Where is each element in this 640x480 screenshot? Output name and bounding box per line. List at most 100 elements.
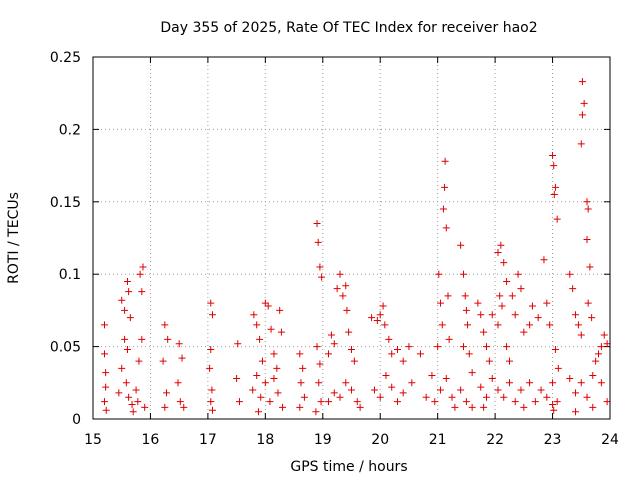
data-point bbox=[554, 364, 562, 372]
data-point bbox=[577, 331, 585, 339]
data-point bbox=[511, 311, 519, 319]
data-point bbox=[497, 241, 505, 249]
data-point bbox=[370, 386, 378, 394]
data-point bbox=[138, 335, 146, 343]
data-point bbox=[595, 350, 603, 358]
data-point bbox=[572, 389, 580, 397]
x-tick-label: 22 bbox=[486, 432, 504, 448]
data-points bbox=[100, 78, 611, 416]
data-point bbox=[342, 379, 350, 387]
data-point bbox=[115, 389, 123, 397]
data-point bbox=[102, 383, 110, 391]
data-point bbox=[176, 398, 184, 406]
data-point bbox=[566, 374, 574, 382]
data-point bbox=[368, 314, 376, 322]
data-point bbox=[572, 311, 580, 319]
data-point bbox=[253, 321, 261, 329]
data-point bbox=[588, 314, 596, 322]
data-point bbox=[141, 403, 149, 411]
data-point bbox=[348, 345, 355, 353]
data-point bbox=[603, 398, 611, 406]
data-point bbox=[435, 270, 443, 278]
data-point bbox=[207, 398, 215, 406]
plot-frame bbox=[92, 56, 611, 420]
data-point bbox=[550, 162, 558, 170]
data-point bbox=[317, 398, 325, 406]
data-point bbox=[353, 398, 361, 406]
data-point bbox=[534, 314, 542, 322]
data-point bbox=[514, 270, 522, 278]
data-point bbox=[234, 340, 242, 348]
data-point bbox=[451, 403, 459, 411]
x-tick-label: 23 bbox=[544, 432, 562, 448]
data-point bbox=[399, 389, 407, 397]
data-point bbox=[468, 403, 476, 411]
data-point bbox=[274, 389, 282, 397]
data-point bbox=[300, 393, 308, 401]
data-point bbox=[457, 241, 465, 249]
data-point bbox=[439, 205, 447, 213]
data-point bbox=[388, 350, 396, 358]
data-point bbox=[592, 357, 600, 365]
data-point bbox=[348, 386, 355, 394]
data-point bbox=[122, 379, 130, 387]
data-point bbox=[496, 292, 504, 300]
data-point bbox=[345, 328, 353, 336]
data-point bbox=[257, 393, 265, 401]
data-point bbox=[327, 331, 335, 339]
data-point bbox=[343, 306, 351, 314]
y-tick-label: 0.25 bbox=[50, 50, 81, 66]
data-point bbox=[279, 403, 287, 411]
data-point bbox=[121, 335, 129, 343]
data-point bbox=[385, 335, 393, 343]
data-point bbox=[330, 389, 338, 397]
data-point bbox=[494, 248, 502, 256]
data-point bbox=[480, 328, 488, 336]
axis-ticks: 15 16 17 18 19 20 21 22 23 24 0 0.05 0.1 0.15 0.2 0.25 bbox=[50, 50, 619, 448]
data-point bbox=[553, 398, 561, 406]
x-tick-label: 19 bbox=[314, 432, 332, 448]
data-point bbox=[339, 292, 347, 300]
data-point bbox=[121, 306, 129, 314]
data-point bbox=[494, 386, 502, 394]
data-point bbox=[488, 374, 496, 382]
data-point bbox=[161, 321, 169, 329]
data-point bbox=[100, 398, 108, 406]
data-point bbox=[325, 398, 333, 406]
data-point bbox=[577, 379, 585, 387]
data-point bbox=[584, 205, 592, 213]
data-point bbox=[264, 302, 272, 310]
data-point bbox=[528, 302, 536, 310]
data-point bbox=[549, 151, 557, 159]
data-point bbox=[480, 403, 488, 411]
data-point bbox=[276, 306, 284, 314]
data-point bbox=[376, 393, 384, 401]
data-point bbox=[586, 263, 594, 271]
data-point bbox=[299, 364, 307, 372]
data-point bbox=[102, 369, 110, 377]
data-point bbox=[431, 398, 439, 406]
data-point bbox=[488, 311, 496, 319]
data-point bbox=[163, 389, 171, 397]
data-point bbox=[517, 285, 525, 293]
data-point bbox=[376, 311, 384, 319]
data-point bbox=[379, 302, 387, 310]
data-point bbox=[500, 259, 508, 267]
data-point bbox=[444, 292, 452, 300]
x-tick-label: 24 bbox=[601, 432, 619, 448]
data-point bbox=[161, 403, 169, 411]
data-point bbox=[318, 273, 326, 281]
data-point bbox=[448, 393, 456, 401]
data-point bbox=[393, 345, 401, 353]
x-tick-label: 17 bbox=[199, 432, 217, 448]
data-point bbox=[465, 350, 473, 358]
data-point bbox=[503, 277, 511, 285]
data-point bbox=[569, 285, 577, 293]
data-point bbox=[336, 270, 344, 278]
data-point bbox=[520, 328, 528, 336]
data-point bbox=[136, 270, 144, 278]
data-point bbox=[566, 270, 574, 278]
data-point bbox=[235, 398, 243, 406]
data-point bbox=[315, 379, 323, 387]
data-point bbox=[325, 350, 333, 358]
